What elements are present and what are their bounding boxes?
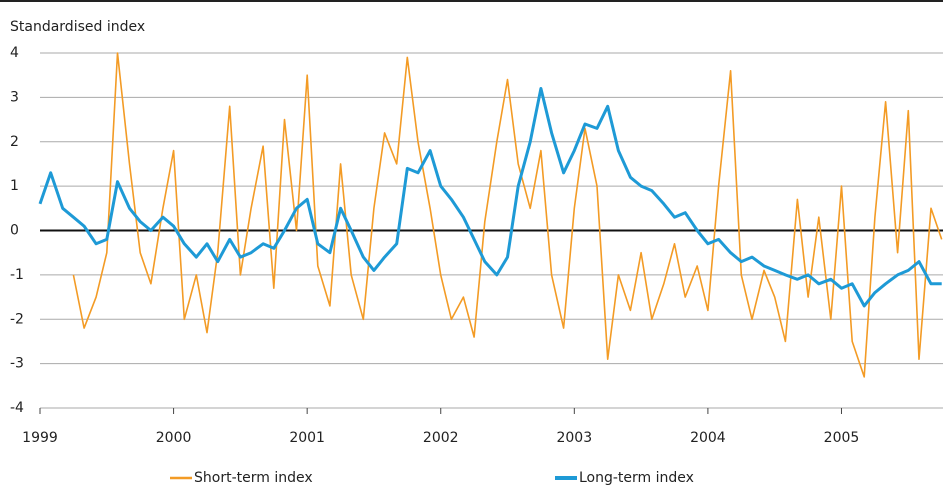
y-tick-label: 1 <box>10 178 19 194</box>
y-tick-label: -4 <box>10 400 24 416</box>
y-tick-label: 3 <box>10 89 19 105</box>
y-tick-label: 2 <box>10 134 19 150</box>
x-tick-label: 2003 <box>556 430 592 446</box>
y-tick-label: -2 <box>10 311 24 327</box>
legend-label: Short-term index <box>194 470 313 486</box>
legend-label: Long-term index <box>579 470 694 486</box>
y-tick-label: -3 <box>10 356 24 372</box>
x-tick-label: 2005 <box>824 430 860 446</box>
x-tick-label: 2002 <box>423 430 459 446</box>
y-tick-label: 4 <box>10 45 19 61</box>
y-tick-label: -1 <box>10 267 24 283</box>
series-line <box>72 52 943 378</box>
y-tick-label: 0 <box>10 223 19 239</box>
x-tick-label: 2001 <box>289 430 325 446</box>
chart-title: Standardised index <box>10 19 145 35</box>
x-tick-label: 2000 <box>156 430 192 446</box>
x-tick-label: 1999 <box>22 430 58 446</box>
series-line <box>38 87 942 308</box>
x-tick-label: 2004 <box>690 430 726 446</box>
